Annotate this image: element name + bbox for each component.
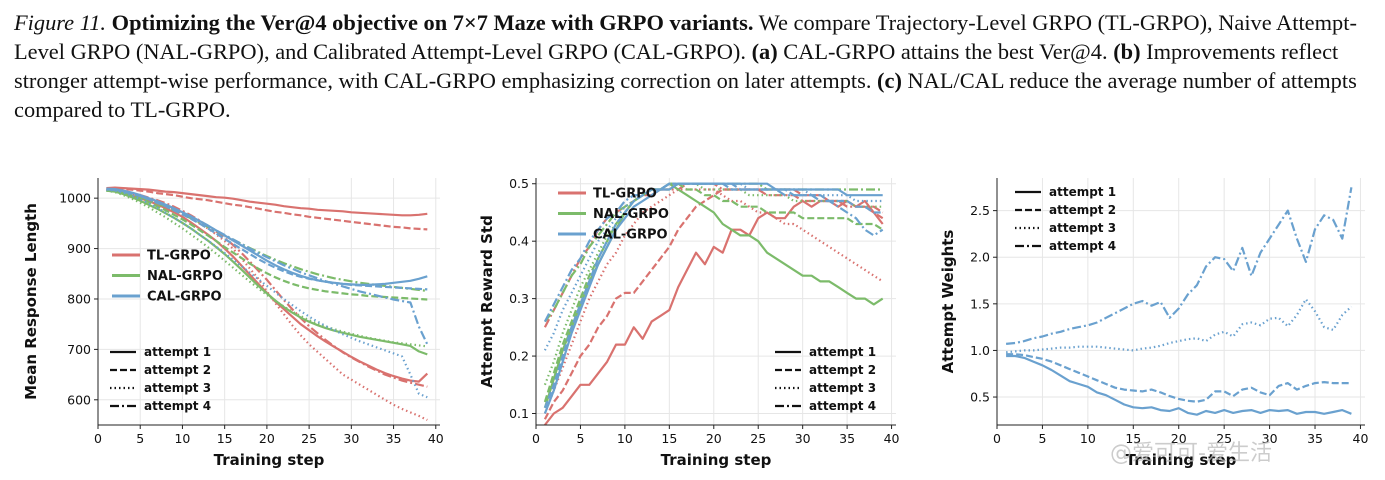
part-a-label: (a) (751, 39, 778, 64)
x-tick-label: 15 (217, 431, 233, 446)
x-tick-label: 35 (1307, 431, 1323, 446)
series-line-nal-grpo-attempt-2 (106, 189, 428, 301)
legend-label-attempt-2: attempt 2 (809, 363, 876, 377)
x-tick-label: 10 (174, 431, 190, 446)
x-tick-label: 15 (1125, 431, 1141, 446)
x-tick-label: 0 (94, 431, 102, 446)
part-b-text: Improvements reflect stronger attempt-wi… (14, 39, 1339, 93)
x-tick-label: 10 (1080, 431, 1096, 446)
x-tick-label: 20 (1171, 431, 1187, 446)
y-tick-label: 0.1 (509, 406, 529, 421)
y-tick-label: 800 (67, 291, 91, 306)
x-tick-label: 20 (706, 431, 722, 446)
legend-label-attempt-3: attempt 3 (809, 381, 876, 395)
part-a-text: CAL-GRPO attains the best Ver@4. (777, 39, 1108, 64)
legend-label-tl-grpo: TL-GRPO (147, 249, 211, 264)
caption-intro: We compare Trajectory-Level GRPO (TL-GRP… (14, 10, 1357, 64)
x-tick-label: 40 (428, 431, 444, 446)
legend-label-attempt-3: attempt 3 (1049, 221, 1116, 235)
panel-a-response-length: 0 5 10 15 20 25 30 35 40 600 700 800 900 1000 Training… (22, 178, 444, 469)
legend-label-nal-grpo: NAL-GRPO (147, 269, 223, 284)
y-tick-label: 0.5 (970, 390, 990, 405)
y-tick-label: 0.5 (509, 176, 529, 191)
x-tick-label: 15 (661, 431, 677, 446)
y-tick-label: 2.0 (970, 250, 990, 265)
y-axis-label: Attempt Reward Std (478, 215, 496, 388)
figure-title: Optimizing the Ver@4 objective on 7×7 Ma… (111, 10, 754, 35)
part-c-text: NAL/CAL reduce the average number of att… (14, 68, 1357, 122)
series-line-nal-grpo-attempt-1 (106, 189, 428, 356)
y-tick-label: 0.2 (509, 349, 529, 364)
legend-label-attempt-3: attempt 3 (144, 381, 211, 395)
series-line-cal-grpo-attempt-4 (1005, 187, 1353, 345)
x-tick-label: 35 (386, 431, 402, 446)
y-tick-label: 1000 (59, 191, 91, 206)
part-c-label: (c) (877, 68, 902, 93)
legend-label-attempt-1: attempt 1 (1049, 185, 1116, 199)
legend-label-attempt-2: attempt 2 (144, 363, 211, 377)
series-line-cal-grpo-attempt-1 (1006, 354, 1352, 416)
x-tick-label: 0 (532, 431, 540, 446)
figure-label: Figure 11. (14, 10, 107, 35)
series-line-cal-grpo-attempt-3 (543, 182, 883, 351)
x-tick-label: 40 (1353, 431, 1369, 446)
x-tick-label: 5 (1038, 431, 1046, 446)
y-axis-label: Attempt Weights (939, 230, 957, 374)
y-tick-label: 1.5 (970, 296, 990, 311)
series-line-nal-grpo-attempt-4 (544, 182, 883, 323)
x-tick-label: 40 (884, 431, 900, 446)
x-axis-label: Training step (661, 451, 772, 469)
x-tick-label: 0 (993, 431, 1001, 446)
x-tick-label: 25 (1216, 431, 1232, 446)
watermark: @爱可可-爱生活 (1110, 441, 1272, 466)
series-line-cal-grpo-attempt-4 (543, 182, 884, 323)
x-tick-label: 25 (301, 431, 317, 446)
x-tick-label: 30 (1262, 431, 1278, 446)
series-line-nal-grpo-attempt-3 (106, 189, 428, 348)
y-tick-label: 0.3 (509, 291, 529, 306)
legend-label-attempt-4: attempt 4 (809, 399, 876, 413)
x-axis-label: Training step (1126, 451, 1237, 469)
series-line-tl-grpo-attempt-2 (106, 187, 428, 231)
legend-label-attempt-4: attempt 4 (1049, 239, 1116, 253)
legend-label-nal-grpo: NAL-GRPO (593, 207, 669, 222)
legend-label-attempt-1: attempt 1 (809, 345, 876, 359)
x-tick-label: 30 (795, 431, 811, 446)
legend-label-attempt-1: attempt 1 (144, 345, 211, 359)
x-tick-label: 10 (617, 431, 633, 446)
part-b-label: (b) (1113, 39, 1141, 64)
series-line-tl-grpo-attempt-2 (543, 188, 884, 420)
y-axis-label: Mean Response Length (22, 203, 40, 400)
x-tick-label: 30 (343, 431, 359, 446)
y-tick-label: 2.5 (970, 203, 990, 218)
series-line-cal-grpo-attempt-3 (106, 188, 428, 399)
legend-label-attempt-2: attempt 2 (1049, 203, 1116, 217)
x-axis-label: Training step (214, 451, 325, 469)
panel-c-attempt-weights: 0 5 10 15 20 25 30 35 40 0.5 1.0 1.5 2.0 2.5 Training … (939, 178, 1368, 469)
series-line-tl-grpo-attempt-1 (106, 186, 428, 217)
y-tick-label: 1.0 (970, 343, 990, 358)
x-tick-label: 35 (839, 431, 855, 446)
legend-label-cal-grpo: CAL-GRPO (593, 228, 668, 243)
y-tick-label: 700 (67, 342, 91, 357)
x-tick-label: 5 (576, 431, 584, 446)
y-tick-label: 600 (67, 392, 91, 407)
x-tick-label: 5 (136, 431, 144, 446)
legend-label-tl-grpo: TL-GRPO (593, 187, 657, 202)
legend-label-cal-grpo: CAL-GRPO (147, 290, 222, 305)
panel-b-reward-std: 0 5 10 15 20 25 30 35 40 0.1 0.2 0.3 0.4 0.5 Training … (478, 176, 900, 469)
series-line-cal-grpo-attempt-2 (1006, 353, 1352, 403)
series-line-nal-grpo-attempt-3 (543, 182, 883, 386)
legend-label-attempt-4: attempt 4 (144, 399, 211, 413)
series-line-cal-grpo-attempt-4 (106, 188, 429, 345)
y-tick-label: 900 (67, 241, 91, 256)
figure-caption: Figure 11. Optimizing the Ver@4 objectiv… (14, 8, 1374, 124)
x-tick-label: 25 (750, 431, 766, 446)
x-tick-label: 20 (259, 431, 275, 446)
y-tick-label: 0.4 (509, 234, 529, 249)
